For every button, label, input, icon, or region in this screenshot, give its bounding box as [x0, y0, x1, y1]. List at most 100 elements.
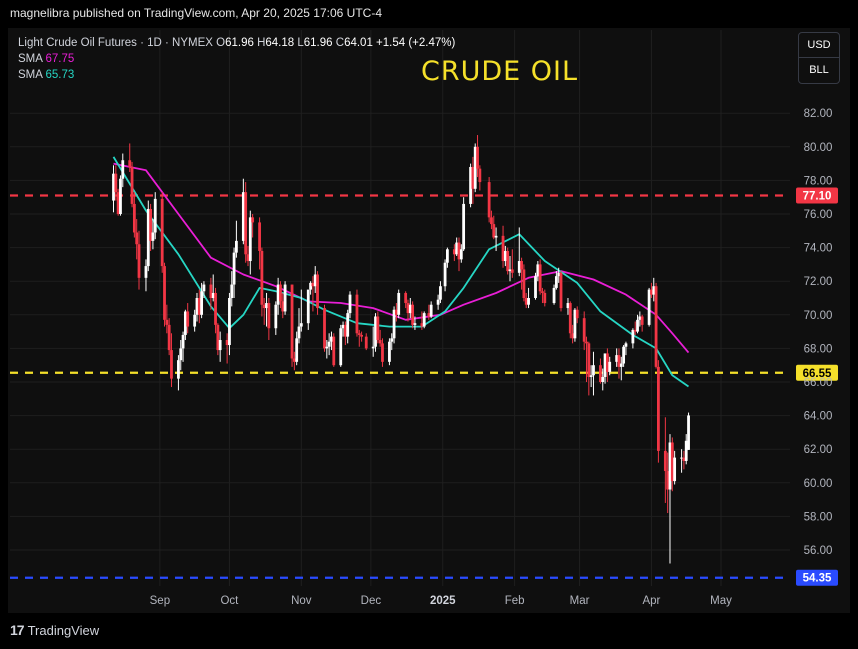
- candle-body: [332, 336, 336, 366]
- candle-body: [218, 340, 222, 351]
- candle: [429, 301, 433, 319]
- candle-body: [225, 340, 229, 346]
- candle: [568, 301, 572, 339]
- candle-body: [214, 292, 217, 325]
- candle-body: [327, 341, 331, 347]
- currency-unit-selector[interactable]: USD BLL: [798, 32, 840, 84]
- candle: [388, 338, 391, 366]
- candle-body: [357, 333, 361, 335]
- currency-label[interactable]: USD: [807, 39, 831, 51]
- candle: [202, 281, 206, 298]
- candle: [151, 219, 155, 250]
- candle: [339, 324, 343, 367]
- candle-body: [311, 282, 315, 287]
- horizontal-levels: 77.10 66.55 54.35: [10, 187, 838, 586]
- candle-body: [501, 235, 505, 262]
- candle: [582, 311, 586, 351]
- candle: [325, 340, 329, 359]
- sma-slow-legend[interactable]: SMA 67.75: [18, 51, 455, 67]
- level-price-label: 77.10: [803, 191, 832, 203]
- candle: [455, 237, 459, 256]
- candle: [462, 197, 466, 251]
- candle-body: [216, 324, 220, 351]
- candle-body: [292, 358, 296, 362]
- candle: [552, 284, 556, 305]
- candle: [355, 289, 359, 337]
- chart-title: CRUDE OIL: [421, 56, 579, 87]
- candle-body: [522, 269, 526, 298]
- candle: [457, 237, 461, 272]
- candle: [371, 326, 375, 357]
- candle-body: [330, 336, 333, 342]
- candle-body: [471, 166, 475, 189]
- candle-body: [295, 338, 299, 362]
- candle-body: [633, 329, 637, 332]
- x-tick-label: Oct: [220, 595, 239, 607]
- candle-body: [624, 343, 628, 347]
- candle: [241, 178, 245, 245]
- unit-label[interactable]: BLL: [809, 64, 829, 76]
- candle: [445, 247, 449, 268]
- candle: [624, 341, 628, 356]
- candle: [292, 351, 296, 371]
- candle: [390, 333, 394, 351]
- candle-body: [234, 240, 238, 253]
- candle-body: [554, 276, 558, 288]
- candle: [281, 292, 285, 319]
- candle: [323, 304, 326, 352]
- candle: [197, 289, 201, 324]
- candle-body: [153, 198, 157, 233]
- level-price-tag: [796, 364, 838, 381]
- candle: [135, 219, 139, 260]
- candle-body: [341, 324, 345, 329]
- candle: [262, 298, 266, 325]
- sma-fast-legend[interactable]: SMA 65.73: [18, 67, 455, 83]
- candle: [244, 182, 248, 263]
- candle-body: [130, 166, 134, 204]
- candle-body: [376, 316, 380, 340]
- footer-brand[interactable]: 17 TradingView: [10, 622, 99, 638]
- candle-body: [299, 323, 303, 327]
- candle: [492, 215, 496, 240]
- candle: [394, 303, 398, 322]
- x-tick-label: Feb: [505, 595, 525, 607]
- candle: [311, 276, 315, 312]
- candle-body: [170, 350, 173, 379]
- candle-body: [668, 442, 672, 490]
- candle: [668, 434, 672, 564]
- candle-body: [267, 303, 271, 329]
- candle-body: [534, 276, 537, 298]
- candle-body: [429, 304, 433, 317]
- candle-body: [290, 284, 294, 359]
- candle: [575, 306, 579, 324]
- candle-body: [622, 346, 626, 364]
- chart-panel[interactable]: [8, 28, 850, 613]
- candle: [346, 309, 350, 344]
- close-label: C: [335, 37, 345, 49]
- candle-body: [132, 203, 136, 233]
- candle: [195, 292, 199, 322]
- candle-body: [452, 249, 456, 255]
- candle-body: [181, 334, 185, 349]
- symbol-name[interactable]: Light Crude Oil Futures · 1D · NYMEX: [18, 37, 213, 49]
- candle-body: [445, 249, 449, 263]
- candle: [605, 348, 609, 382]
- candle: [167, 318, 171, 356]
- candle: [571, 324, 575, 344]
- candle-body: [552, 287, 556, 304]
- candle-body: [603, 353, 607, 377]
- candle: [128, 143, 132, 172]
- candle: [283, 281, 287, 315]
- candle: [603, 353, 607, 384]
- candle: [654, 282, 658, 369]
- candle-body: [585, 341, 588, 344]
- candle: [332, 333, 336, 367]
- candle: [538, 259, 542, 295]
- candle: [636, 314, 639, 334]
- candle: [476, 135, 479, 178]
- y-tick-label: 68.00: [804, 343, 833, 355]
- candle: [374, 313, 377, 352]
- candle: [510, 249, 514, 278]
- candle-body: [557, 272, 561, 277]
